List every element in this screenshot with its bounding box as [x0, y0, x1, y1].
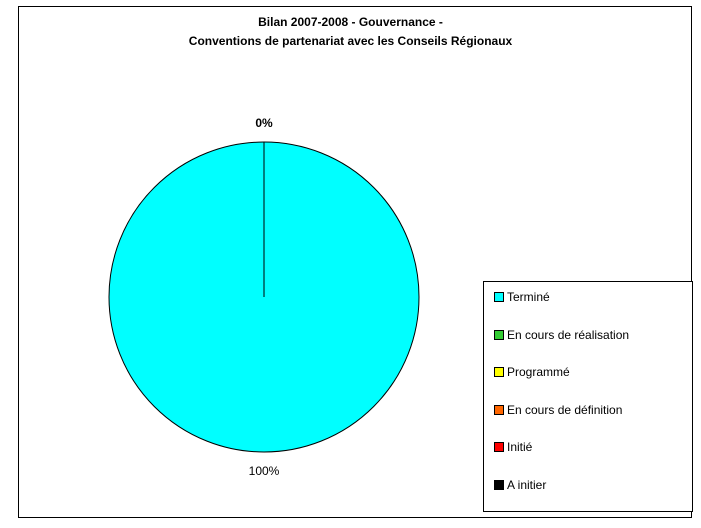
- legend-swatch: [494, 442, 504, 452]
- legend-label: Terminé: [507, 290, 550, 304]
- legend-item-en-cours-de-realisation: En cours de réalisation: [494, 325, 629, 345]
- legend-item-termine: Terminé: [494, 287, 550, 307]
- data-label-termine: 100%: [249, 464, 280, 478]
- data-label-zero: 0%: [255, 116, 273, 130]
- legend-item-en-cours-de-definition: En cours de définition: [494, 400, 622, 420]
- legend-item-initie: Initié: [494, 437, 532, 457]
- legend-label: Initié: [507, 440, 533, 454]
- pie-slices: [108, 141, 420, 453]
- chart-title-line-2: Conventions de partenariat avec les Cons…: [188, 34, 513, 48]
- legend: Terminé En cours de réalisation Programmé E…: [483, 281, 693, 512]
- legend-label: Programmé: [507, 365, 570, 379]
- chart-title: Bilan 2007-2008 - Gouvernance - Conventi…: [0, 13, 701, 51]
- legend-label: A initier: [507, 477, 547, 492]
- chart-title-line-1: Bilan 2007-2008 - Gouvernance -: [258, 15, 443, 29]
- legend-label: En cours de définition: [507, 402, 623, 417]
- legend-swatch: [494, 404, 504, 415]
- legend-swatch: [494, 367, 504, 377]
- legend-swatch: [494, 479, 504, 490]
- legend-swatch: [494, 329, 504, 340]
- legend-item-a-initier: A initier: [494, 475, 546, 495]
- legend-item-programme: Programmé: [494, 362, 570, 382]
- legend-label: En cours de réalisation: [507, 327, 630, 342]
- legend-swatch: [494, 292, 504, 302]
